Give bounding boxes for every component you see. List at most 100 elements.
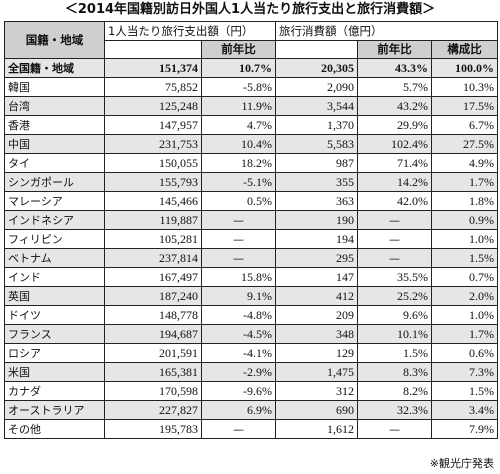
cell-consumption-yoy: — (357, 419, 433, 439)
cell-consumption: 20,305 (275, 58, 359, 78)
cell-per-capita-yoy: -5.1% (200, 172, 277, 192)
cell-region: 台湾 (4, 96, 105, 116)
table-row: タイ 150,055 18.2% 987 71.4% 4.9% (4, 153, 499, 173)
header-consumption-yoy: 前年比 (357, 40, 433, 59)
cell-per-capita-yoy: 18.2% (200, 153, 277, 173)
cell-consumption-yoy: 9.6% (357, 305, 433, 325)
table-row: シンガポール 155,793 -5.1% 355 14.2% 1.7% (4, 172, 499, 192)
table-row: フィリピン 105,281—194—1.0% (4, 229, 499, 249)
cell-per-capita-yoy: -4.1% (200, 343, 277, 363)
cell-per-capita-yoy: -4.8% (200, 305, 277, 325)
cell-per-capita: 151,374 (104, 58, 202, 78)
cell-per-capita-yoy: 6.9% (200, 400, 277, 420)
cell-consumption: 312 (275, 381, 359, 401)
table-row: ロシア 201,591 -4.1% 129 1.5% 0.6% (4, 343, 499, 363)
tourism-spending-table: 国籍・地域 1人当たり旅行支出額（円） 旅行消費額（億円） 前年比 前年比 構成… (4, 21, 499, 439)
cell-region: フランス (4, 324, 105, 344)
cell-per-capita: 145,466 (104, 191, 202, 211)
header-consumption: 旅行消費額（億円） (275, 21, 499, 41)
cell-per-capita: 105,281 (104, 229, 202, 249)
cell-consumption: 690 (275, 400, 359, 420)
cell-region: インド (4, 267, 105, 287)
cell-consumption: 412 (275, 286, 359, 306)
cell-per-capita-yoy: 4.7% (200, 115, 277, 135)
cell-region: ロシア (4, 343, 105, 363)
cell-consumption-yoy: 43.2% (357, 96, 433, 116)
table-row: 台湾 125,248 11.9% 3,544 43.2% 17.5% (4, 96, 499, 116)
cell-consumption: 209 (275, 305, 359, 325)
cell-per-capita-yoy: 10.4% (200, 134, 277, 154)
cell-consumption-yoy: 29.9% (357, 115, 433, 135)
cell-region: タイ (4, 153, 105, 173)
cell-per-capita-yoy: -5.8% (200, 77, 277, 97)
cell-per-capita: 165,381 (104, 362, 202, 382)
cell-share: 0.7% (431, 267, 499, 287)
cell-region: カナダ (4, 381, 105, 401)
cell-consumption-yoy: 10.1% (357, 324, 433, 344)
cell-region: オーストラリア (4, 400, 105, 420)
cell-per-capita: 170,598 (104, 381, 202, 401)
cell-per-capita: 187,240 (104, 286, 202, 306)
cell-consumption: 295 (275, 248, 359, 268)
cell-consumption: 1,370 (275, 115, 359, 135)
table-row: 香港 147,957 4.7% 1,370 29.9% 6.7% (4, 115, 499, 135)
cell-per-capita-yoy: 10.7% (200, 58, 277, 78)
cell-per-capita: 195,783 (104, 419, 202, 439)
cell-per-capita: 148,778 (104, 305, 202, 325)
table-row: 英国 187,240 9.1% 412 25.2% 2.0% (4, 286, 499, 306)
table-row: インド 167,497 15.8% 147 35.5% 0.7% (4, 267, 499, 287)
cell-consumption-yoy: 43.3% (357, 58, 433, 78)
cell-share: 0.9% (431, 210, 499, 230)
cell-share: 1.7% (431, 172, 499, 192)
table-title: ＜2014年国籍別訪日外国人1人当たり旅行支出と旅行消費額＞ (64, 2, 436, 17)
cell-per-capita-yoy: 0.5% (200, 191, 277, 211)
header-share: 構成比 (431, 40, 499, 59)
cell-share: 1.0% (431, 305, 499, 325)
cell-share: 1.0% (431, 229, 499, 249)
cell-share: 7.9% (431, 419, 499, 439)
cell-region: その他 (4, 419, 105, 439)
table-row: 米国 165,381 -2.9% 1,475 8.3% 7.3% (4, 362, 499, 382)
cell-consumption-yoy: 1.5% (357, 343, 433, 363)
cell-per-capita-yoy: — (200, 229, 277, 249)
cell-share: 1.5% (431, 381, 499, 401)
cell-consumption-yoy: 14.2% (357, 172, 433, 192)
cell-consumption-yoy: 42.0% (357, 191, 433, 211)
table-row: マレーシア 145,466 0.5% 363 42.0% 1.8% (4, 191, 499, 211)
table-row: ドイツ 148,778 -4.8% 209 9.6% 1.0% (4, 305, 499, 325)
cell-share: 7.3% (431, 362, 499, 382)
cell-region: マレーシア (4, 191, 105, 211)
table-row: オーストラリア 227,827 6.9% 690 32.3% 3.4% (4, 400, 499, 420)
table-row: 韓国 75,852 -5.8% 2,090 5.7% 10.3% (4, 77, 499, 97)
header-per-capita-yoy: 前年比 (200, 40, 277, 59)
cell-consumption-yoy: — (357, 248, 433, 268)
cell-consumption-yoy: — (357, 210, 433, 230)
cell-consumption-yoy: 5.7% (357, 77, 433, 97)
cell-share: 1.8% (431, 191, 499, 211)
cell-region: シンガポール (4, 172, 105, 192)
cell-per-capita: 201,591 (104, 343, 202, 363)
cell-per-capita-yoy: — (200, 248, 277, 268)
cell-consumption: 2,090 (275, 77, 359, 97)
cell-per-capita: 150,055 (104, 153, 202, 173)
header-per-capita-value (104, 40, 202, 59)
cell-consumption-yoy: 8.2% (357, 381, 433, 401)
cell-region: 英国 (4, 286, 105, 306)
cell-share: 4.9% (431, 153, 499, 173)
cell-consumption: 190 (275, 210, 359, 230)
cell-consumption-yoy: 35.5% (357, 267, 433, 287)
cell-per-capita: 167,497 (104, 267, 202, 287)
cell-consumption: 348 (275, 324, 359, 344)
cell-per-capita-yoy: 9.1% (200, 286, 277, 306)
table-row: フランス 194,687 -4.5% 348 10.1% 1.7% (4, 324, 499, 344)
cell-consumption: 5,583 (275, 134, 359, 154)
cell-share: 1.5% (431, 248, 499, 268)
cell-per-capita: 227,827 (104, 400, 202, 420)
table-row: ベトナム 237,814—295—1.5% (4, 248, 499, 268)
cell-consumption: 987 (275, 153, 359, 173)
cell-consumption-yoy: 32.3% (357, 400, 433, 420)
cell-per-capita: 155,793 (104, 172, 202, 192)
cell-share: 17.5% (431, 96, 499, 116)
total-row: 全国籍・地域 151,374 10.7% 20,305 43.3% 100.0% (4, 58, 499, 78)
table-row: 中国 231,753 10.4% 5,583 102.4% 27.5% (4, 134, 499, 154)
